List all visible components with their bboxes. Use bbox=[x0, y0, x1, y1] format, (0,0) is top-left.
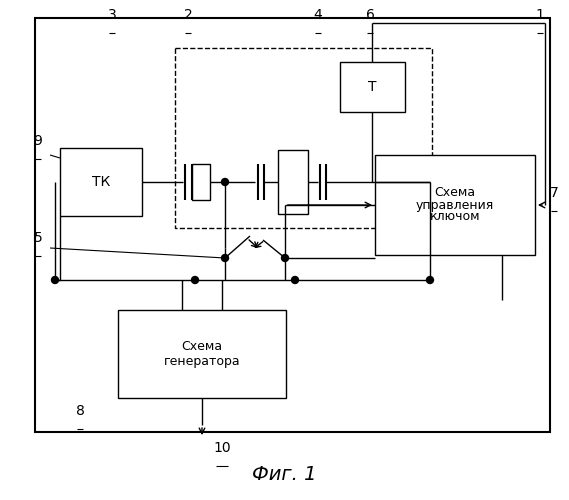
Text: управления: управления bbox=[416, 198, 494, 211]
Text: 10: 10 bbox=[213, 441, 231, 455]
Circle shape bbox=[291, 276, 299, 283]
Bar bbox=[118, 310, 286, 398]
Text: 1: 1 bbox=[535, 8, 545, 22]
Text: генератора: генератора bbox=[164, 356, 240, 368]
Text: 3: 3 bbox=[108, 8, 117, 22]
Bar bbox=[278, 150, 308, 214]
Text: Схема: Схема bbox=[182, 340, 222, 352]
Circle shape bbox=[52, 276, 59, 283]
Bar bbox=[175, 48, 432, 228]
Circle shape bbox=[221, 178, 229, 186]
Circle shape bbox=[282, 254, 288, 262]
Text: Фиг. 1: Фиг. 1 bbox=[252, 466, 317, 484]
Text: ключом: ключом bbox=[430, 210, 480, 224]
Bar bbox=[35, 18, 550, 432]
Bar bbox=[60, 148, 142, 216]
Text: 6: 6 bbox=[365, 8, 374, 22]
Text: 7: 7 bbox=[550, 186, 558, 200]
Text: 8: 8 bbox=[76, 404, 84, 418]
Text: 5: 5 bbox=[34, 231, 42, 245]
Text: ТК: ТК bbox=[92, 175, 110, 189]
Circle shape bbox=[427, 276, 434, 283]
Circle shape bbox=[221, 254, 229, 262]
Bar bbox=[192, 164, 210, 200]
Text: 2: 2 bbox=[184, 8, 192, 22]
Circle shape bbox=[192, 276, 199, 283]
Text: 4: 4 bbox=[314, 8, 323, 22]
Text: 9: 9 bbox=[34, 134, 43, 148]
Bar bbox=[340, 62, 405, 112]
Text: Схема: Схема bbox=[435, 186, 476, 200]
Text: Т: Т bbox=[368, 80, 377, 94]
Bar bbox=[375, 155, 535, 255]
